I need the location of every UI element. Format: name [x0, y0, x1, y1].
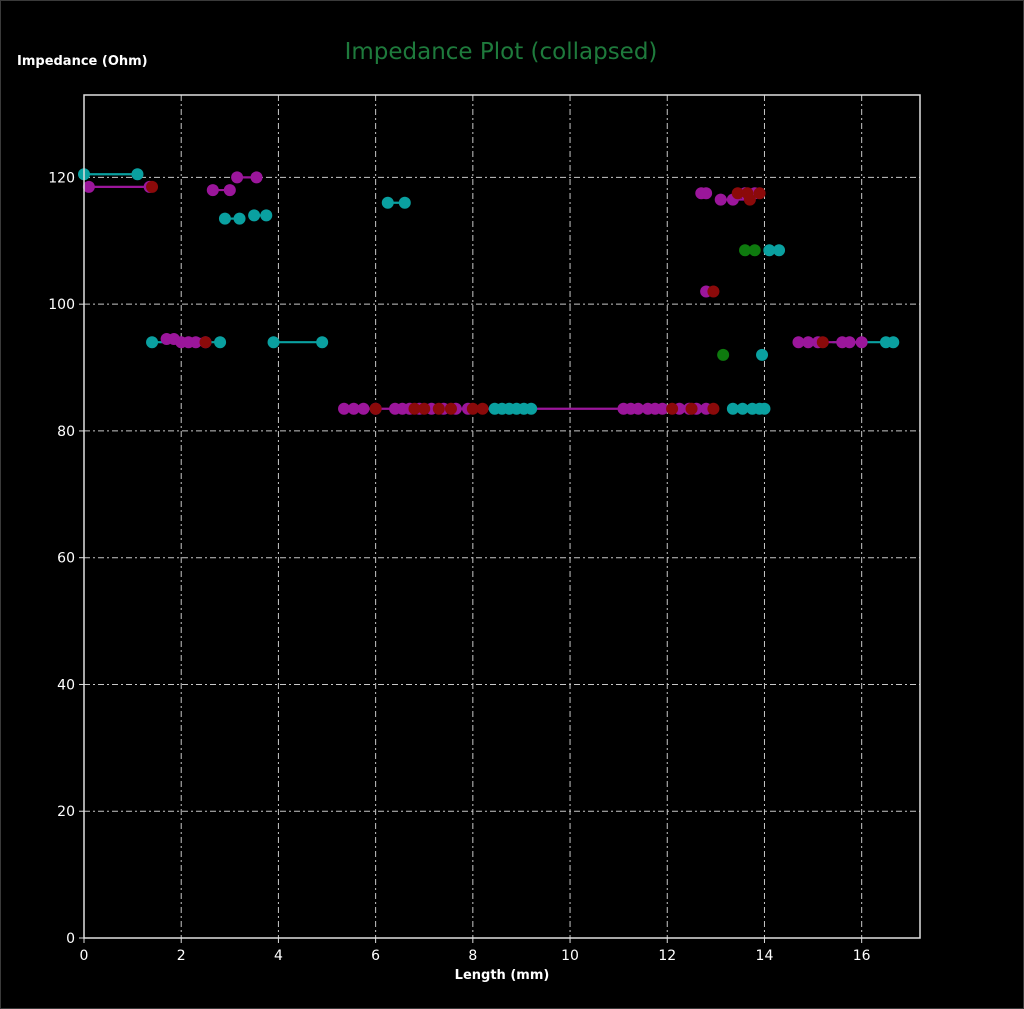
data-point-purple — [231, 171, 244, 184]
data-point-teal — [260, 209, 273, 222]
data-point-purple — [338, 402, 351, 415]
x-tick-label: 10 — [561, 948, 579, 964]
x-tick-label: 12 — [658, 948, 676, 964]
x-tick-label: 2 — [177, 948, 186, 964]
data-point-purple — [250, 171, 263, 184]
grid — [84, 95, 920, 938]
chart-title: Impedance Plot (collapsed) — [345, 39, 658, 65]
data-point-darkred — [466, 402, 479, 415]
data-point-darkred — [444, 402, 457, 415]
data-point-purple — [357, 402, 370, 415]
data-point-purple — [792, 336, 805, 349]
data-point-purple — [714, 193, 727, 206]
data-point-darkred — [707, 285, 720, 298]
data-point-teal — [758, 402, 771, 415]
data-point-darkred — [146, 180, 159, 193]
y-tick-label: 60 — [57, 551, 75, 567]
data-point-teal — [525, 402, 538, 415]
data-point-darkred — [753, 187, 766, 200]
x-tick-label: 6 — [371, 948, 380, 964]
data-point-green — [739, 244, 752, 257]
data-point-teal — [267, 336, 280, 349]
y-axis-label: Impedance (Ohm) — [17, 54, 148, 69]
data-point-green — [717, 348, 730, 361]
x-tick-label: 4 — [274, 948, 283, 964]
data-point-darkred — [816, 336, 829, 349]
x-axis-label: Length (mm) — [455, 968, 550, 983]
data-point-teal — [773, 244, 786, 257]
data-point-darkred — [418, 402, 431, 415]
data-point-darkred — [707, 402, 720, 415]
plot-area-border — [83, 94, 921, 939]
data-point-darkred — [685, 402, 698, 415]
data-point-teal — [218, 212, 231, 225]
data-point-purple — [855, 336, 868, 349]
data-point-purple — [82, 180, 95, 193]
data-point-darkred — [369, 402, 382, 415]
data-point-darkred — [408, 402, 421, 415]
tick-labels: 0 2 4 6 8 10 12 14 16 0 20 40 60 80 100 120 — [48, 170, 870, 964]
data-point-darkred — [432, 402, 445, 415]
data-point-teal — [398, 196, 411, 209]
data-point-darkred — [476, 402, 489, 415]
y-tick-label: 80 — [57, 424, 75, 440]
data-point-darkred — [743, 193, 756, 206]
data-point-teal — [248, 209, 261, 222]
y-tick-label: 40 — [57, 677, 75, 693]
data-point-darkred — [199, 336, 212, 349]
y-tick-label: 0 — [66, 931, 75, 947]
data-point-purple — [189, 336, 202, 349]
data-point-purple — [656, 402, 669, 415]
series-points — [78, 168, 900, 415]
data-point-teal — [233, 212, 246, 225]
x-tick-label: 16 — [853, 948, 871, 964]
data-point-teal — [146, 336, 159, 349]
data-point-darkred — [731, 187, 744, 200]
data-point-teal — [131, 168, 144, 181]
data-point-teal — [381, 196, 394, 209]
y-tick-label: 120 — [48, 170, 75, 186]
data-point-purple — [632, 402, 645, 415]
data-point-teal — [887, 336, 900, 349]
x-tick-label: 0 — [80, 948, 89, 964]
data-point-teal — [756, 348, 769, 361]
y-tick-label: 100 — [48, 297, 75, 313]
data-point-green — [748, 244, 761, 257]
data-point-teal — [214, 336, 227, 349]
data-point-teal — [736, 402, 749, 415]
data-point-purple — [347, 402, 360, 415]
data-point-purple — [802, 336, 815, 349]
data-point-teal — [726, 402, 739, 415]
series-lines — [84, 173, 896, 410]
data-point-purple — [223, 184, 236, 197]
x-tick-label: 14 — [756, 948, 774, 964]
x-tick-label: 8 — [468, 948, 477, 964]
data-point-purple — [206, 184, 219, 197]
data-point-purple — [700, 187, 713, 200]
data-point-purple — [843, 336, 856, 349]
data-point-darkred — [666, 402, 679, 415]
y-tick-label: 20 — [57, 804, 75, 820]
data-point-teal — [763, 244, 776, 257]
data-point-teal — [316, 336, 329, 349]
